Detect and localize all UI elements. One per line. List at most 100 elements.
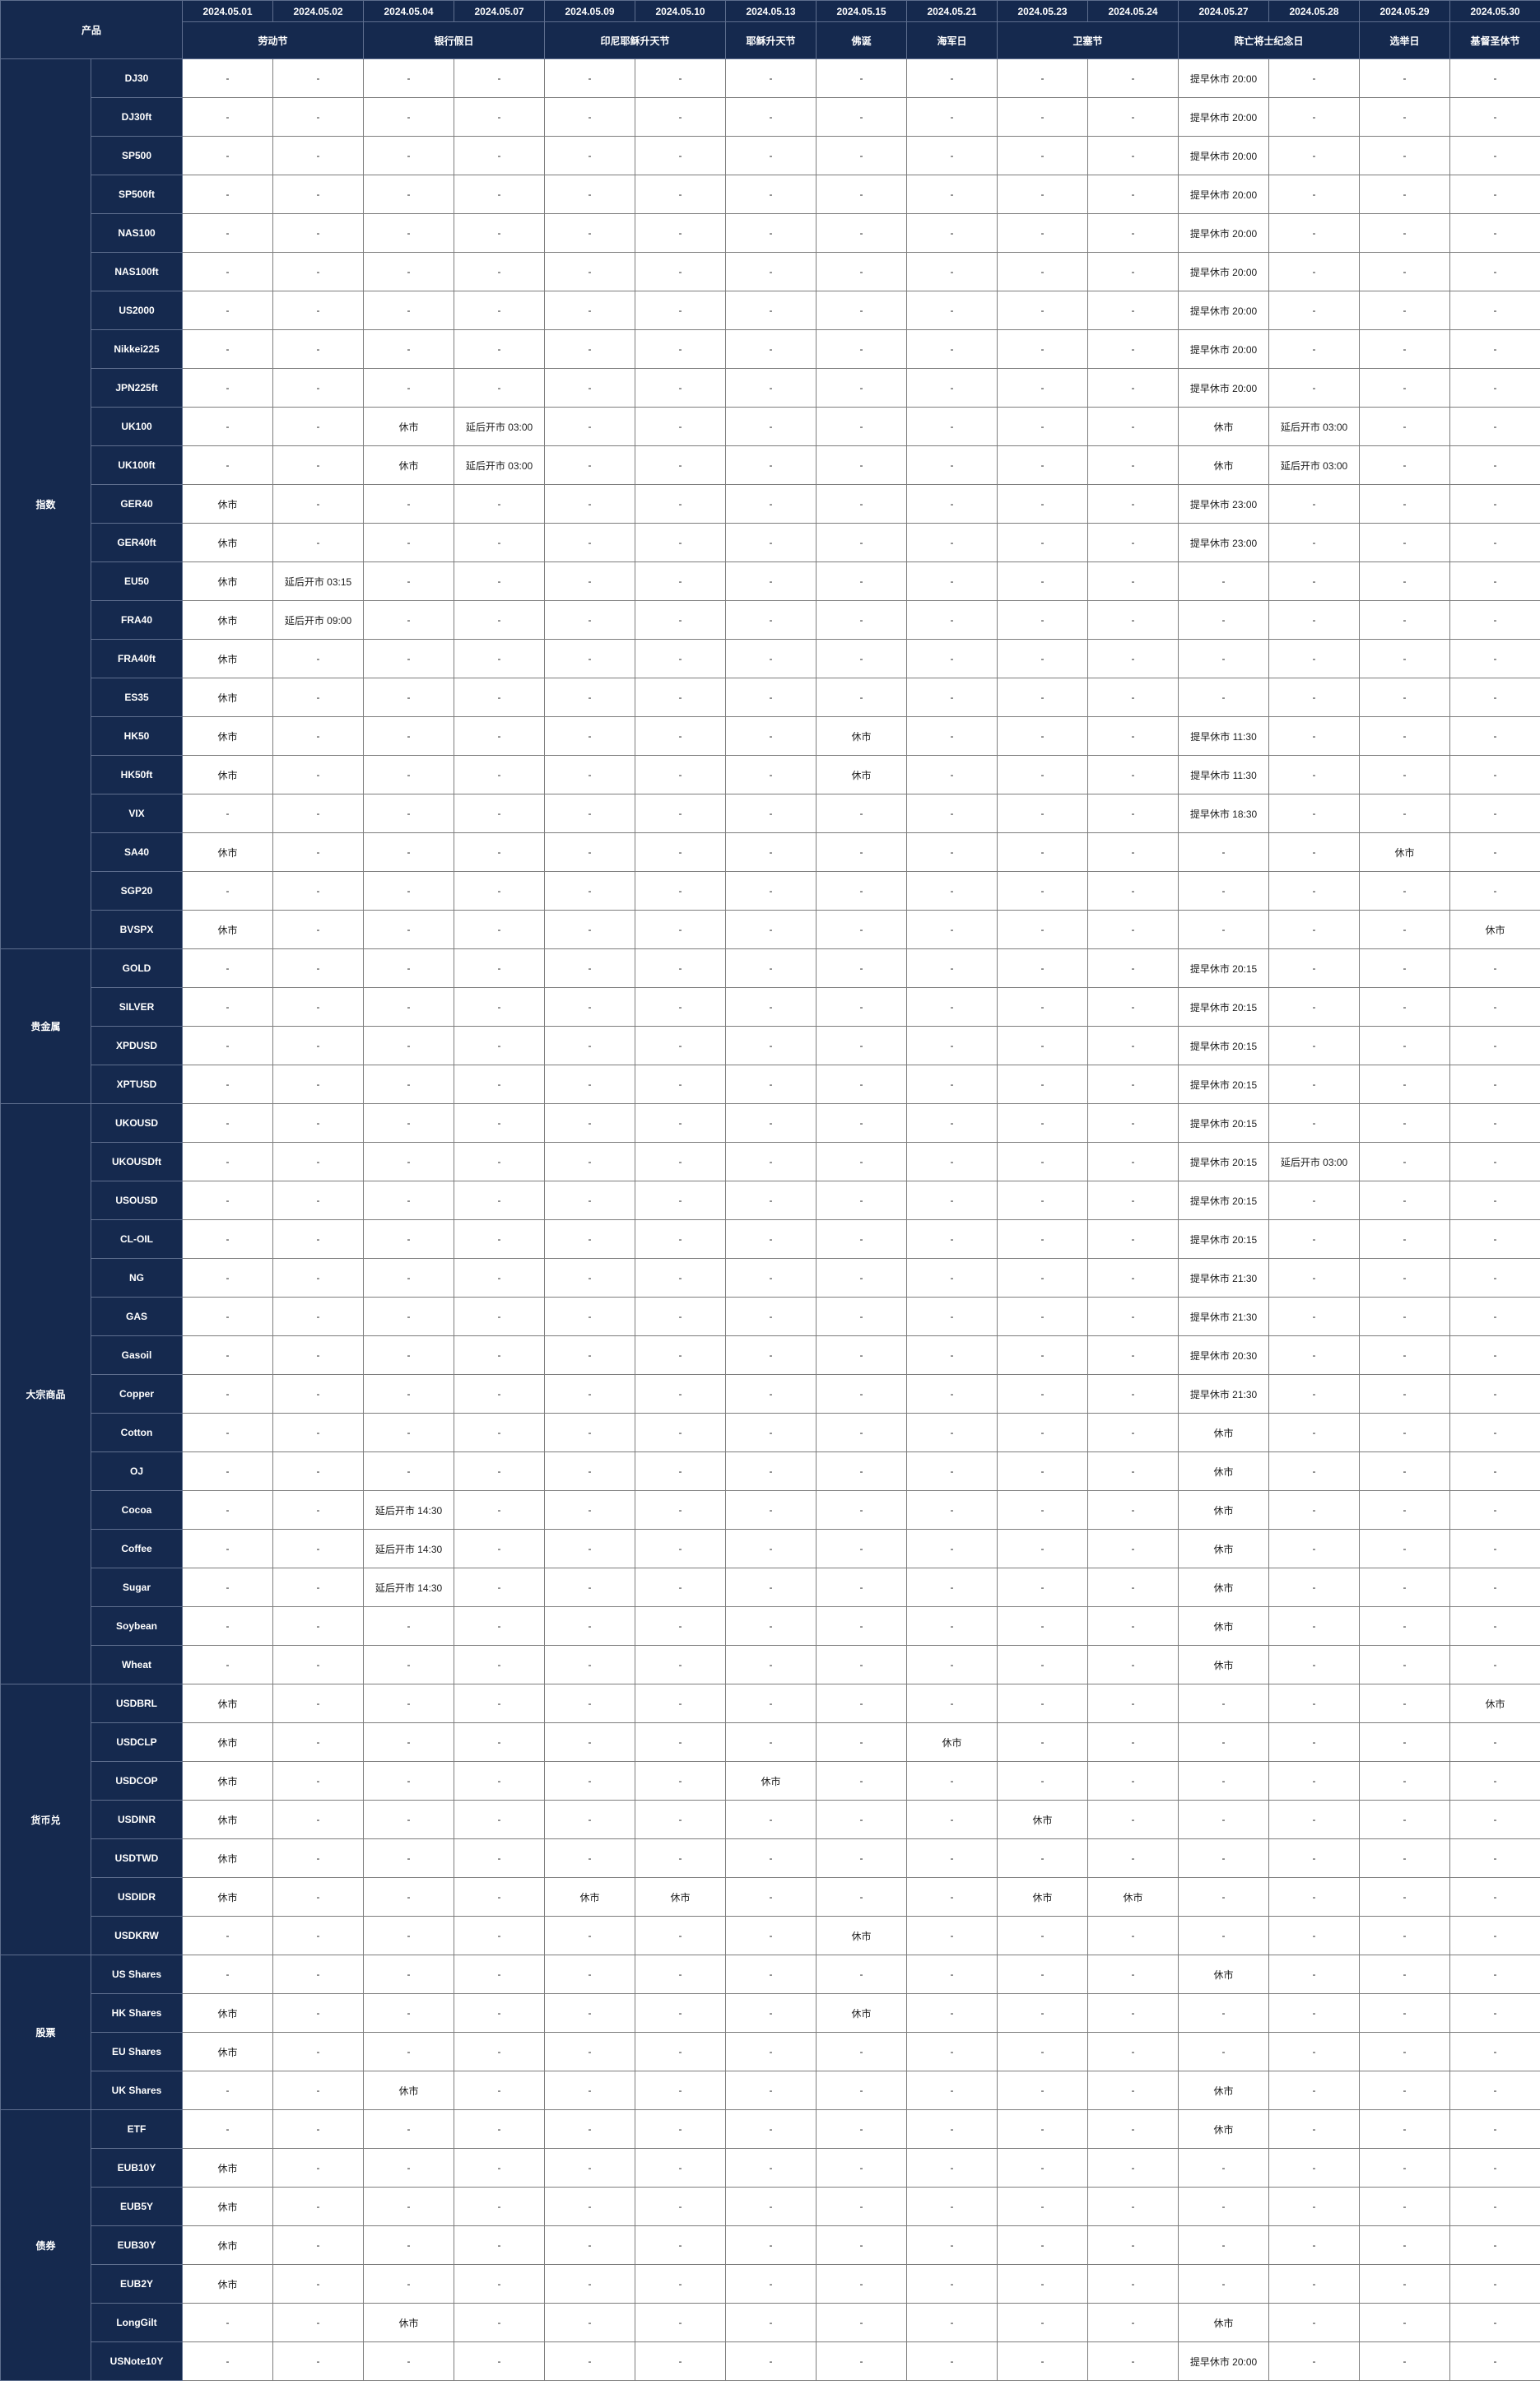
schedule-cell: - <box>1360 1568 1450 1607</box>
schedule-cell: - <box>907 2071 998 2110</box>
holiday-header-row: 劳动节银行假日印尼耶稣升天节耶稣升天节佛诞海军日卫塞节阵亡将士纪念日选举日基督圣… <box>1 22 1540 59</box>
schedule-cell: - <box>907 175 998 214</box>
product-cell: Cocoa <box>91 1491 183 1530</box>
product-row: Coffee--延后开市 14:30--------休市--- <box>1 1530 1540 1568</box>
schedule-cell: - <box>1269 2265 1360 2304</box>
product-row: Cocoa--延后开市 14:30--------休市--- <box>1 1491 1540 1530</box>
schedule-cell: - <box>998 833 1088 872</box>
schedule-cell: - <box>454 2149 545 2188</box>
schedule-cell: - <box>1360 408 1450 446</box>
schedule-cell: - <box>1088 1259 1179 1298</box>
schedule-cell: - <box>817 1607 907 1646</box>
schedule-cell: - <box>1269 1762 1360 1801</box>
schedule-cell: - <box>1088 2265 1179 2304</box>
schedule-cell: - <box>635 485 726 524</box>
schedule-cell: - <box>273 1452 364 1491</box>
schedule-cell: - <box>817 2071 907 2110</box>
schedule-cell: 提早休市 20:00 <box>1179 98 1269 137</box>
schedule-cell: - <box>1269 717 1360 756</box>
schedule-cell: - <box>998 369 1088 408</box>
schedule-cell: - <box>998 2110 1088 2149</box>
schedule-cell: - <box>273 1723 364 1762</box>
schedule-cell: - <box>364 1684 454 1723</box>
schedule-cell: - <box>1088 2188 1179 2226</box>
schedule-cell: - <box>1088 833 1179 872</box>
product-cell: UKOUSD <box>91 1104 183 1143</box>
schedule-cell: - <box>273 1878 364 1917</box>
schedule-cell: - <box>1450 1530 1540 1568</box>
schedule-cell: - <box>1088 911 1179 949</box>
schedule-cell: - <box>998 1646 1088 1684</box>
schedule-cell: - <box>726 1065 817 1104</box>
schedule-cell: - <box>183 988 273 1027</box>
schedule-cell: - <box>1450 717 1540 756</box>
schedule-cell: - <box>1360 717 1450 756</box>
schedule-cell: - <box>183 98 273 137</box>
schedule-cell: - <box>817 369 907 408</box>
schedule-cell: - <box>726 1104 817 1143</box>
schedule-cell: 休市 <box>183 2188 273 2226</box>
schedule-cell: - <box>1179 2265 1269 2304</box>
schedule-cell: - <box>273 1491 364 1530</box>
schedule-cell: - <box>635 524 726 562</box>
schedule-cell: - <box>907 446 998 485</box>
schedule-cell: - <box>1269 678 1360 717</box>
schedule-cell: - <box>1360 2342 1450 2381</box>
schedule-cell: - <box>364 872 454 911</box>
schedule-cell: - <box>1360 1801 1450 1839</box>
schedule-cell: - <box>907 640 998 678</box>
schedule-cell: - <box>726 1298 817 1336</box>
product-cell: Wheat <box>91 1646 183 1684</box>
schedule-cell: - <box>183 949 273 988</box>
schedule-cell: - <box>545 1646 635 1684</box>
schedule-cell: - <box>817 1491 907 1530</box>
product-row: SP500ft-----------提早休市 20:00--- <box>1 175 1540 214</box>
schedule-cell: - <box>907 485 998 524</box>
product-cell: GOLD <box>91 949 183 988</box>
schedule-cell: - <box>273 1568 364 1607</box>
schedule-cell: - <box>273 2304 364 2342</box>
date-header: 2024.05.09 <box>545 1 635 22</box>
schedule-cell: - <box>1179 911 1269 949</box>
holiday-header: 基督圣体节 <box>1450 22 1540 59</box>
schedule-cell: - <box>1269 601 1360 640</box>
product-cell: USDTWD <box>91 1839 183 1878</box>
product-row: CL-OIL-----------提早休市 20:15--- <box>1 1220 1540 1259</box>
product-row: Wheat-----------休市--- <box>1 1646 1540 1684</box>
schedule-cell: - <box>998 949 1088 988</box>
schedule-cell: 休市 <box>183 2265 273 2304</box>
schedule-cell: - <box>726 833 817 872</box>
product-cell: SP500 <box>91 137 183 175</box>
schedule-cell: - <box>1269 1955 1360 1994</box>
schedule-cell: - <box>273 1259 364 1298</box>
schedule-cell: - <box>1179 1801 1269 1839</box>
schedule-cell: 延后开市 03:00 <box>454 446 545 485</box>
schedule-cell: - <box>183 1336 273 1375</box>
product-cell: Coffee <box>91 1530 183 1568</box>
schedule-cell: - <box>183 59 273 98</box>
schedule-cell: - <box>817 1220 907 1259</box>
schedule-cell: - <box>364 214 454 253</box>
schedule-cell: - <box>1360 2071 1450 2110</box>
schedule-cell: - <box>1088 1298 1179 1336</box>
schedule-cell: - <box>1269 59 1360 98</box>
schedule-cell: - <box>545 1414 635 1452</box>
schedule-cell: - <box>635 1917 726 1955</box>
schedule-cell: - <box>817 833 907 872</box>
schedule-cell: - <box>364 175 454 214</box>
schedule-cell: - <box>635 1568 726 1607</box>
schedule-cell: - <box>454 253 545 291</box>
schedule-cell: - <box>1088 1181 1179 1220</box>
schedule-cell: - <box>273 2265 364 2304</box>
schedule-cell: - <box>817 1375 907 1414</box>
schedule-cell: - <box>1088 2304 1179 2342</box>
schedule-cell: - <box>273 214 364 253</box>
schedule-cell: - <box>1088 2033 1179 2071</box>
schedule-cell: - <box>1360 98 1450 137</box>
schedule-cell: - <box>364 1375 454 1414</box>
schedule-cell: - <box>454 949 545 988</box>
schedule-cell: - <box>817 2265 907 2304</box>
schedule-cell: - <box>726 1414 817 1452</box>
schedule-cell: - <box>817 1684 907 1723</box>
schedule-cell: - <box>1360 2265 1450 2304</box>
